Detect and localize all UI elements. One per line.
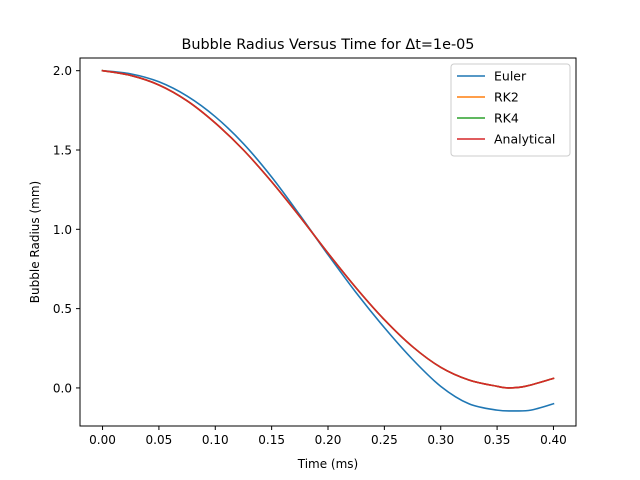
legend-label: Analytical	[494, 132, 555, 147]
legend-label: RK2	[494, 90, 519, 105]
series-line-euler	[101, 69, 555, 412]
x-tick-label: 0.10	[202, 433, 229, 447]
legend: Euler RK2 RK4 Analytical	[450, 63, 571, 157]
x-tick-label: 0.30	[427, 433, 454, 447]
x-tick-label: 0.15	[258, 433, 285, 447]
legend-label: RK4	[494, 111, 519, 126]
legend-label: Euler	[494, 69, 527, 84]
x-tick-label: 0.20	[315, 433, 342, 447]
x-tick-label: 0.35	[484, 433, 511, 447]
x-tick-label: 0.05	[146, 433, 173, 447]
x-tick-label: 0.40	[540, 433, 567, 447]
y-tick-label: 1.0	[53, 223, 72, 237]
x-tick-label: 0.25	[371, 433, 398, 447]
x-axis-label: Time (ms)	[297, 457, 359, 471]
y-tick-label: 0.0	[53, 381, 72, 395]
plot-area	[101, 69, 555, 412]
x-tick-label: 0.00	[89, 433, 116, 447]
y-tick-label: 0.5	[53, 302, 72, 316]
y-tick-label: 2.0	[53, 64, 72, 78]
legend-frame	[450, 63, 571, 157]
y-tick-label: 1.5	[53, 144, 72, 158]
series-line-analytical	[101, 69, 555, 389]
y-axis-label: Bubble Radius (mm)	[28, 181, 42, 303]
chart-title: Bubble Radius Versus Time for Δt=1e-05	[182, 37, 475, 53]
